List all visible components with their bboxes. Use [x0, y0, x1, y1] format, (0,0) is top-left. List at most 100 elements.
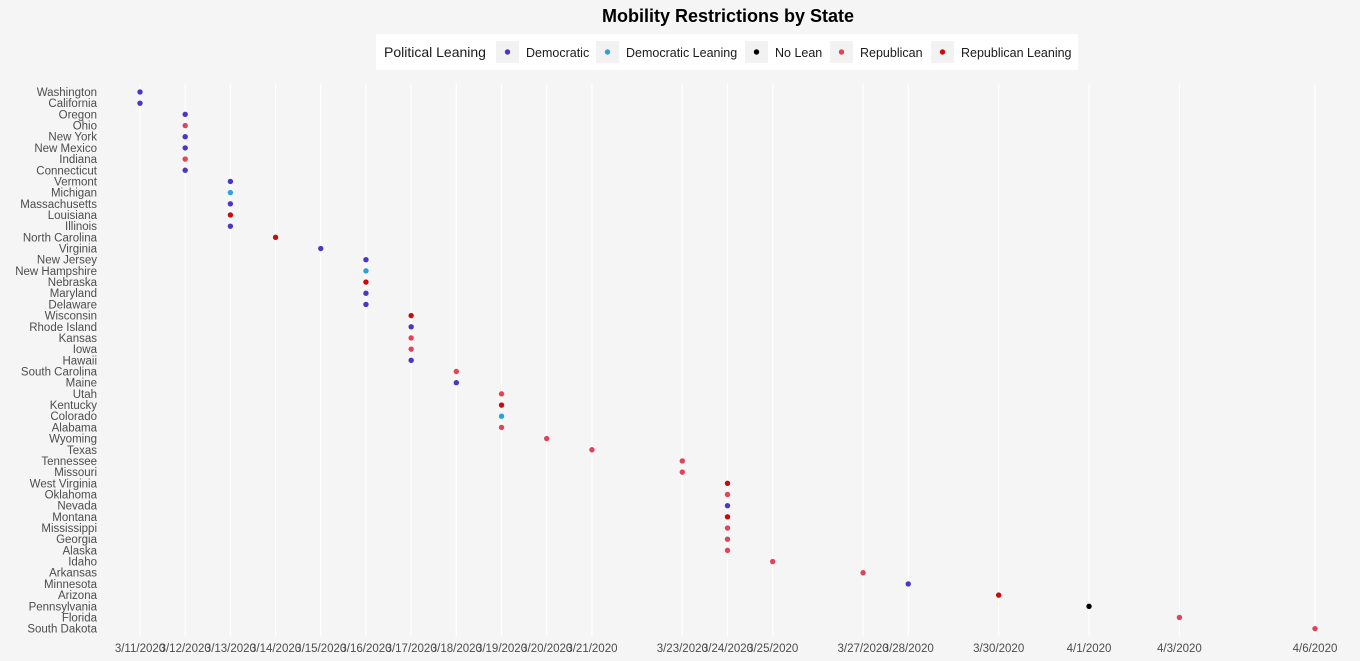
y-tick-label: Wisconsin — [45, 311, 97, 323]
data-point — [182, 156, 188, 162]
y-tick-label: Utah — [73, 389, 97, 401]
y-tick-label: Nevada — [57, 501, 97, 513]
x-tick-label: 3/27/2020 — [837, 643, 888, 655]
x-tick-label: 3/16/2020 — [340, 643, 391, 655]
y-tick-label: Washington — [37, 87, 97, 99]
y-tick-label: New Jersey — [37, 255, 97, 267]
data-point — [318, 245, 324, 252]
data-point — [227, 212, 234, 218]
legend-title: Political Leaning — [384, 44, 486, 60]
y-tick-label: Louisiana — [48, 210, 98, 222]
y-tick-label: Arkansas — [49, 568, 97, 580]
y-tick-label: South Carolina — [21, 367, 98, 379]
x-tick-label: 3/25/2020 — [747, 643, 798, 655]
x-tick-label: 3/23/2020 — [657, 643, 708, 655]
data-point — [860, 570, 866, 576]
data-point — [137, 100, 143, 106]
data-point — [182, 134, 188, 140]
data-point — [1176, 614, 1183, 621]
y-tick-label: New Mexico — [34, 143, 97, 155]
data-point — [227, 223, 234, 229]
x-tick-label: 3/13/2020 — [205, 643, 256, 655]
data-point — [408, 324, 414, 330]
legend-label: Democratic — [526, 46, 589, 60]
legend-swatch — [838, 49, 845, 55]
data-point — [1312, 625, 1318, 632]
legend-label: Democratic Leaning — [626, 46, 737, 60]
y-tick-label: Michigan — [51, 188, 97, 200]
legend-label: Republican — [860, 46, 923, 60]
data-point — [724, 536, 731, 542]
y-tick-label: California — [48, 98, 97, 110]
x-tick-label: 3/28/2020 — [883, 643, 934, 655]
x-tick-label: 4/3/2020 — [1157, 643, 1202, 655]
data-point — [498, 391, 505, 397]
data-point — [453, 368, 460, 375]
data-point — [182, 145, 188, 151]
y-tick-label: Montana — [52, 512, 97, 524]
data-point — [182, 167, 188, 173]
y-tick-label: New York — [48, 132, 97, 144]
data-point — [363, 268, 369, 274]
y-tick-label: Hawaii — [62, 355, 97, 367]
y-tick-label: Illinois — [65, 221, 97, 233]
legend-swatch — [504, 49, 511, 55]
y-tick-label: Indiana — [59, 154, 97, 166]
gridlines — [139, 84, 1316, 636]
data-point — [408, 346, 414, 352]
data-point — [408, 357, 414, 364]
data-point — [363, 301, 369, 308]
y-tick-label: Ohio — [73, 121, 97, 133]
data-point — [363, 290, 369, 296]
y-tick-label: North Carolina — [23, 232, 98, 244]
legend-swatch — [939, 49, 946, 55]
x-tick-label: 3/24/2020 — [702, 643, 753, 655]
x-tick-label: 3/14/2020 — [250, 643, 301, 655]
legend-label: Republican Leaning — [961, 46, 1072, 60]
y-tick-label: Florida — [62, 612, 98, 624]
y-tick-label: Tennessee — [41, 456, 97, 468]
x-tick-label: 3/20/2020 — [521, 643, 572, 655]
data-point — [905, 581, 911, 587]
data-point — [724, 480, 731, 486]
y-tick-label: Georgia — [56, 534, 98, 546]
chart-title: Mobility Restrictions by State — [602, 6, 854, 26]
y-tick-label: Rhode Island — [29, 322, 97, 334]
x-tick-label: 3/18/2020 — [431, 643, 482, 655]
data-point — [679, 458, 686, 464]
y-tick-label: Connecticut — [36, 165, 98, 177]
x-axis-tick-labels: 3/11/20203/12/20203/13/20203/14/20203/15… — [115, 643, 1338, 655]
x-tick-label: 3/19/2020 — [476, 643, 527, 655]
y-tick-label: Arizona — [58, 590, 98, 602]
data-point — [544, 435, 550, 442]
data-point — [182, 122, 188, 129]
data-point — [272, 234, 279, 241]
y-tick-label: Massachusetts — [20, 199, 97, 211]
data-point — [227, 201, 234, 207]
x-tick-label: 4/6/2020 — [1293, 643, 1338, 655]
x-tick-label: 3/12/2020 — [160, 643, 211, 655]
y-tick-label: Missouri — [54, 467, 97, 479]
legend-swatch — [604, 49, 611, 55]
x-tick-label: 3/17/2020 — [386, 643, 437, 655]
y-tick-label: Kansas — [59, 333, 98, 345]
legend-label: No Lean — [775, 46, 822, 60]
data-point — [363, 279, 369, 285]
x-tick-label: 3/30/2020 — [973, 643, 1024, 655]
data-point — [408, 335, 414, 341]
legend-swatch — [753, 49, 760, 55]
y-tick-label: Oregon — [59, 109, 97, 121]
x-tick-label: 4/1/2020 — [1067, 643, 1112, 655]
y-tick-label: Mississippi — [41, 523, 97, 535]
data-point — [227, 178, 234, 185]
data-point — [724, 547, 731, 554]
data-point — [1086, 603, 1092, 609]
data-point — [769, 558, 776, 565]
y-tick-label: Wyoming — [49, 434, 97, 446]
data-point — [724, 502, 731, 509]
x-tick-label: 3/15/2020 — [295, 643, 346, 655]
data-point — [589, 447, 595, 453]
